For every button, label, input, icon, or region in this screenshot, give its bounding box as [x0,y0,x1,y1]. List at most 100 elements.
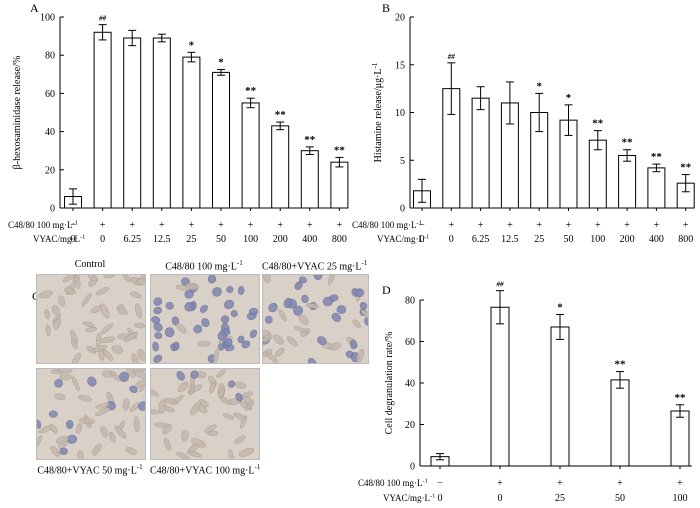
c4880-mark: + [536,220,542,231]
c4880-mark: + [478,220,484,231]
c4880-mark: + [557,478,563,489]
caption-sup: -1 [236,259,243,267]
cell [95,402,110,409]
stained-cell [331,312,341,322]
stained-cell [165,301,174,310]
cell [59,373,72,381]
stained-cell [264,315,273,324]
stained-cell [59,447,68,455]
cell [56,435,69,444]
panel-d-bar-chart: D 0 20 40 60 80 Cell degranulation rate/% − 0 ## +… [358,281,692,504]
cell [190,401,201,416]
bar [182,56,201,209]
stained-cell [299,276,307,284]
y-tick-label: 40 [45,127,55,138]
stained-cell [54,378,63,388]
c4880-mark: + [595,220,601,231]
bar [588,139,607,209]
row-label-c4880-sup: -1 [417,219,422,226]
bar [123,37,142,209]
stained-cell [359,301,368,310]
y-tick-label: 0 [400,204,405,215]
micrograph-cells [151,369,255,459]
cell [130,402,140,412]
cell [135,278,145,286]
vyac-dose: 6.25 [123,234,141,245]
cell [49,423,58,434]
cell [81,292,92,307]
stained-cell [87,376,97,387]
stained-cell [226,286,234,293]
significance-label: ** [675,392,687,404]
y-tick-label: 10 [395,108,405,119]
row-label-vyac: VYAC/mg·L-1 [383,492,435,503]
micrograph-caption: C48/80+VYAC 50 mg·L-1 [36,463,144,476]
vyac-dose: 200 [273,234,288,245]
cell [134,322,145,329]
significance-label: * [189,39,195,51]
cell [54,393,66,401]
cell [175,284,188,291]
stained-cell [313,275,323,281]
vyac-dose: 200 [620,234,635,245]
cell [207,430,219,437]
significance-label: ** [680,162,692,174]
stained-cell [129,385,138,393]
cell [186,450,202,458]
micrograph-4 [36,368,146,460]
cell [238,447,255,457]
cell [234,381,247,389]
cell [62,275,77,283]
cell [286,336,298,347]
cell [278,308,287,322]
stained-cell [176,371,185,381]
stained-cell [212,287,222,297]
row-label-c4880-sup: -1 [423,477,428,484]
cell [126,369,136,378]
cell [216,369,226,378]
row-label-vyac-sup: -1 [430,492,435,499]
significance-label: ** [615,359,627,371]
cell [133,416,140,432]
vyac-dose: 0 [100,234,105,245]
y-tick-label: 60 [405,337,415,348]
cell [45,324,51,336]
cell [77,449,84,459]
significance-label: ## [98,15,107,23]
micrograph-3 [262,274,369,364]
significance-label: * [218,57,224,69]
stained-cell [220,315,230,324]
stained-cell [235,393,244,402]
cell [265,351,279,363]
cell [99,336,116,344]
cell [125,447,137,455]
stained-cell [249,329,257,339]
row-label-c4880: C48/80 100 mg·L-1 [8,219,78,230]
vyac-dose: 12.5 [153,234,171,245]
micrograph-caption: C48/80 100 mg·L-1 [150,259,258,272]
row-label-vyac-main: VYAC/mg·L [33,234,80,244]
y-tick-label: 100 [40,13,55,24]
stained-cell [227,380,236,388]
stained-cell [217,331,227,341]
bar [330,161,349,209]
micrograph-cells [37,369,145,459]
stained-cell [293,305,304,316]
cell [122,275,131,283]
micrograph-1 [36,274,146,364]
c4880-mark: + [654,220,660,231]
significance-label: * [566,92,572,104]
y-tick-label: 0 [410,462,415,473]
panel-letter: D [382,283,391,297]
stained-cell [322,296,334,307]
cell [134,379,145,388]
significance-label: ** [651,151,663,163]
row-label-c4880-sup: -1 [73,219,78,226]
bar [271,125,290,209]
cell [103,275,116,279]
bar [618,154,637,209]
row-label-c4880-main: C48/80 100 mg·L [352,220,417,230]
cell [228,449,234,459]
